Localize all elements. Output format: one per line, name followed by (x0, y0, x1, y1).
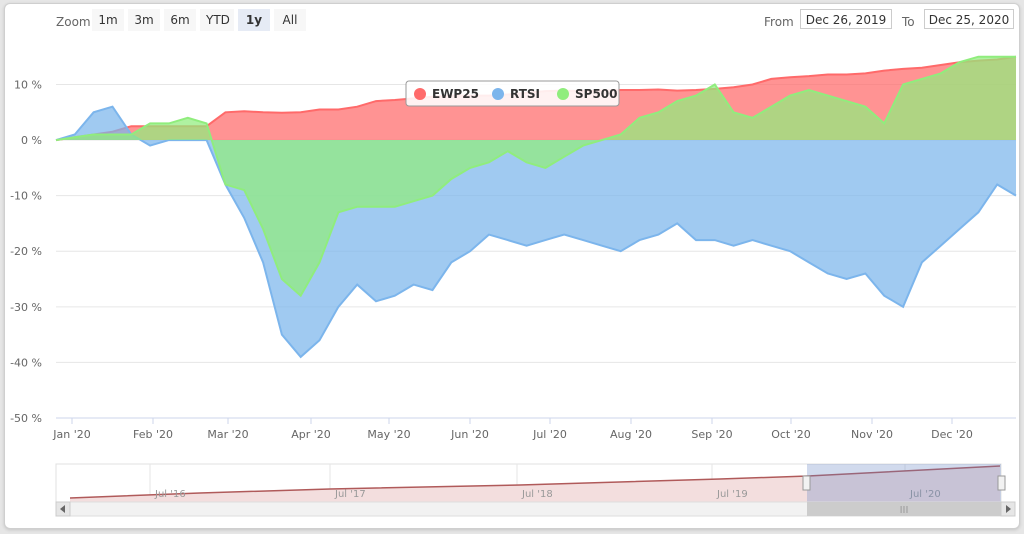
navigator-right-handle[interactable] (997, 475, 1006, 491)
x-tick-label: Sep '20 (691, 428, 732, 441)
line-rtsi (55, 105, 1017, 359)
y-tick-label: -20 % (10, 245, 42, 258)
legend-box (405, 80, 620, 107)
navigator-series-area (70, 466, 1000, 502)
x-tick-label: Feb '20 (133, 428, 173, 441)
zoom-1m-button[interactable]: 1m (92, 9, 124, 31)
legend-marker-rtsi (492, 88, 504, 100)
legend-item-sp500[interactable]: SP500 (557, 87, 618, 101)
y-tick-label: 0 % (21, 134, 42, 147)
y-tick-label: -50 % (10, 412, 42, 425)
navigator-label: Jul '19 (716, 489, 748, 500)
legend-label-ewp25: EWP25 (432, 87, 479, 101)
arrow-right-icon (1006, 505, 1011, 513)
zoom-ytd-button[interactable]: YTD (200, 9, 234, 31)
y-tick-label: -30 % (10, 301, 42, 314)
zoom-all-button[interactable]: All (274, 9, 306, 31)
line-sp500 (55, 55, 1016, 298)
from-label: From (764, 15, 794, 29)
x-tick-label: May '20 (367, 428, 410, 441)
x-tick-label: Nov '20 (851, 428, 893, 441)
x-tick-label: Jun '20 (450, 428, 489, 441)
x-tick-label: Jul '20 (532, 428, 567, 441)
zoom-3m-button[interactable]: 3m (128, 9, 160, 31)
y-tick-label: -40 % (10, 356, 42, 369)
y-tick-label: 10 % (14, 78, 42, 91)
y-tick-label: -10 % (10, 190, 42, 203)
x-tick-label: Aug '20 (610, 428, 652, 441)
x-tick-label: Apr '20 (291, 428, 331, 441)
navigator[interactable]: Jul '16 Jul '17 Jul '18 Jul '19 Jul '20 (55, 463, 1006, 503)
scrollbar-thumb[interactable] (807, 502, 1001, 516)
navigator-label: Jul '18 (521, 489, 553, 500)
x-tick-label: Oct '20 (771, 428, 811, 441)
navigator-left-handle[interactable] (802, 475, 811, 491)
navigator-labels: Jul '16 Jul '17 Jul '18 Jul '19 Jul '20 (154, 489, 941, 500)
legend-label-sp500: SP500 (575, 87, 618, 101)
legend-item-ewp25[interactable]: EWP25 (414, 87, 479, 101)
y-axis: 10 % 0 % -10 % -20 % -30 % -40 % -50 % (10, 78, 42, 425)
x-tick-label: Mar '20 (207, 428, 248, 441)
scrollbar[interactable]: III (55, 501, 1016, 517)
arrow-left-icon (60, 505, 65, 513)
navigator-label: Jul '20 (909, 489, 941, 500)
x-axis: Jan '20 Feb '20 Mar '20 Apr '20 May '20 Jun '… (52, 417, 1016, 441)
zoom-1y-button[interactable]: 1y (238, 9, 270, 31)
from-date-input[interactable]: Dec 26, 2019 (800, 9, 892, 29)
x-tick-label: Dec '20 (931, 428, 973, 441)
navigator-selection[interactable] (807, 464, 1001, 502)
zoom-label: Zoom (56, 15, 91, 29)
legend-label-rtsi: RTSI (510, 87, 540, 101)
zoom-6m-button[interactable]: 6m (164, 9, 196, 31)
legend: EWP25 RTSI SP500 (405, 80, 620, 107)
to-date-input[interactable]: Dec 25, 2020 (924, 9, 1014, 29)
scroll-grip-icon: III (900, 505, 909, 516)
legend-marker-ewp25 (414, 88, 426, 100)
legend-item-rtsi[interactable]: RTSI (492, 87, 540, 101)
x-tick-label: Jan '20 (52, 428, 90, 441)
area-sp500[interactable] (56, 56, 1016, 296)
navigator-label: Jul '17 (334, 489, 366, 500)
to-label: To (902, 15, 915, 29)
legend-marker-sp500 (557, 88, 569, 100)
navigator-label: Jul '16 (154, 489, 186, 500)
